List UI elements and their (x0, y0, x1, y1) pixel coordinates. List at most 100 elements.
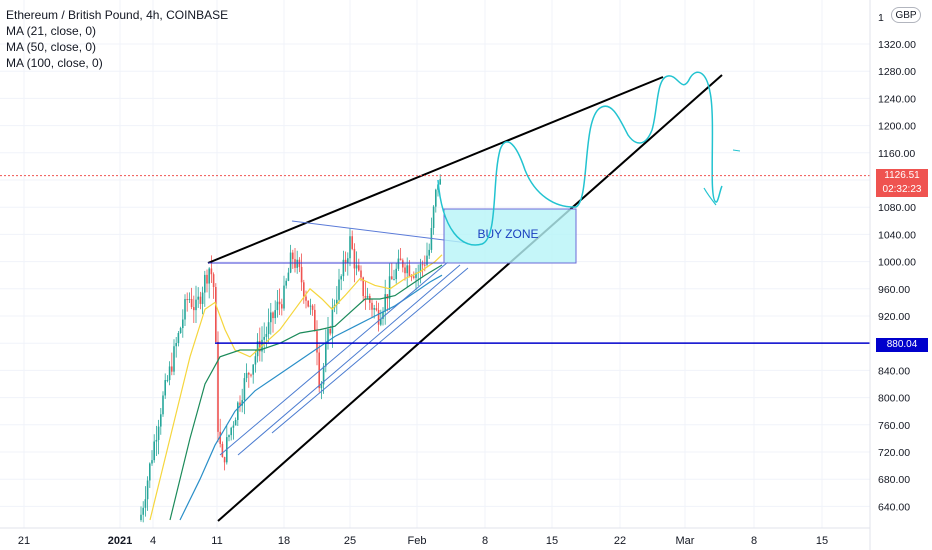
candle-body (217, 341, 219, 432)
candle-body (325, 343, 327, 367)
candle-body (421, 264, 424, 266)
candle-body (252, 364, 254, 375)
candle-body (404, 267, 406, 274)
x-tick-label: 2021 (108, 535, 132, 547)
candle-body (168, 366, 171, 381)
candle-body (188, 298, 191, 300)
x-tick-label: 18 (278, 535, 290, 547)
candle-body (342, 259, 345, 277)
y-tick-label: 1320.00 (878, 39, 916, 51)
channel-line-2 (237, 264, 461, 456)
ma50-line (169, 264, 443, 521)
candle-body (296, 259, 298, 268)
candle-body (364, 296, 367, 298)
ma21-line (149, 254, 443, 521)
candle-body (351, 236, 353, 249)
x-tick-label: 8 (751, 535, 757, 547)
candle-body (399, 258, 402, 261)
candle-body (219, 431, 221, 444)
y-tick-label: 640.00 (878, 501, 910, 513)
candle-body (270, 312, 272, 323)
candle-body (395, 268, 397, 280)
projected-path (437, 71, 723, 246)
y-tick-label: 1280.00 (878, 66, 916, 78)
y-tick-label: 1040.00 (878, 229, 916, 241)
candle-body (210, 268, 213, 275)
candle-body (160, 414, 162, 427)
level-price-badge: 880.04 (876, 338, 928, 352)
y-tick-label: 960.00 (878, 284, 910, 296)
candle-body (373, 308, 375, 310)
candle-body (377, 309, 380, 325)
candle-body (208, 268, 210, 284)
candle-body (195, 299, 197, 311)
drawings: BUY ZONE (207, 71, 741, 522)
descending-trendline (291, 220, 469, 244)
x-tick-label: 21 (18, 535, 30, 547)
currency-button[interactable]: GBP (891, 7, 921, 23)
candle-body (250, 374, 252, 376)
candle-body (186, 299, 188, 301)
x-tick-label: 4 (150, 535, 156, 547)
candle-body (309, 305, 312, 307)
candle-body (171, 366, 173, 372)
candle-body (142, 507, 144, 515)
chart-title: Ethereum / British Pound, 4h, COINBASE (6, 8, 229, 22)
last-price-value: 1126.51 (884, 170, 920, 181)
candle-body (206, 274, 208, 284)
candle-body (228, 435, 230, 438)
candle-body (331, 307, 334, 334)
moving-averages (149, 254, 443, 521)
candle-body (175, 343, 177, 347)
candle-body (239, 402, 241, 406)
candle-body (173, 346, 175, 372)
candle-body (197, 296, 199, 300)
candle-body (439, 179, 441, 185)
candle-body (254, 356, 257, 365)
candle-body (265, 334, 268, 337)
candle-body (355, 265, 358, 269)
candle-body (144, 499, 147, 508)
x-tick-label: 8 (482, 535, 488, 547)
candle-body (283, 285, 285, 309)
candle-body (320, 384, 323, 389)
candle-body (212, 274, 215, 288)
candle-body (184, 299, 186, 320)
candle-body (199, 296, 202, 304)
candle-body (177, 333, 180, 344)
candle-body (140, 514, 142, 520)
candle-body (245, 372, 248, 379)
candle-body (193, 307, 195, 311)
candle-body (157, 426, 160, 440)
buy-zone-label: BUY ZONE (477, 227, 538, 241)
indicator-ma50[interactable]: MA (50, close, 0) (6, 40, 97, 54)
candle-body (397, 258, 400, 269)
candle-body (430, 228, 433, 250)
x-tick-label: 25 (344, 535, 356, 547)
candle-body (303, 282, 305, 297)
candle-body (371, 302, 373, 310)
candle-body (311, 305, 314, 310)
candle-body (353, 248, 356, 269)
y-tick-label: 1200.00 (878, 121, 916, 133)
candle-body (386, 294, 389, 299)
candle-body (259, 341, 261, 352)
indicator-ma100[interactable]: MA (100, close, 0) (6, 56, 103, 70)
candles (140, 174, 441, 523)
indicator-ma21[interactable]: MA (21, close, 0) (6, 24, 97, 38)
y-tick-label: 1000.00 (878, 257, 916, 269)
candle-body (424, 264, 426, 266)
candle-body (316, 331, 318, 353)
candle-body (153, 441, 155, 461)
candle-body (432, 206, 435, 229)
candle-body (179, 328, 182, 334)
candle-body (263, 336, 265, 340)
candle-body (384, 294, 386, 312)
candle-body (305, 296, 307, 301)
candle-body (190, 298, 193, 308)
candle-body (274, 310, 276, 319)
candle-body (151, 460, 153, 464)
candle-body (241, 400, 243, 406)
